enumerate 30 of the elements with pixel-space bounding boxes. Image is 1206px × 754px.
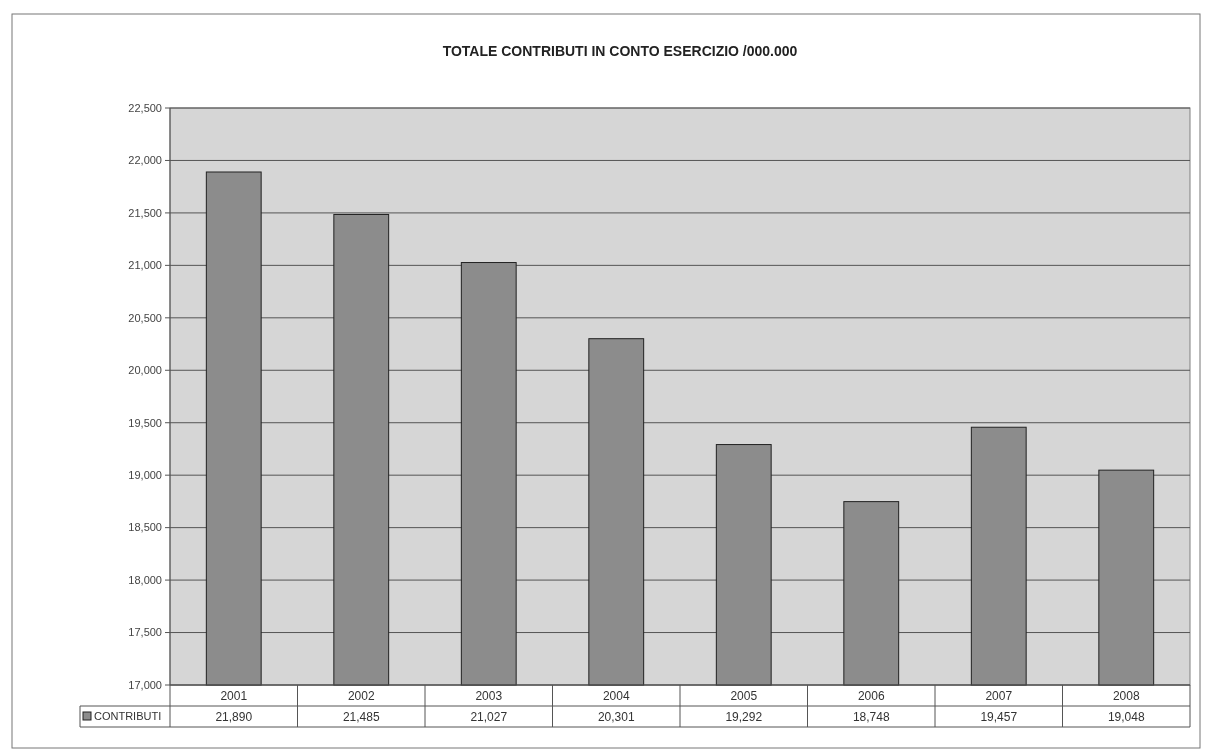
- x-tick-label: 2002: [347, 688, 375, 703]
- data-label: 21,027: [470, 709, 508, 724]
- y-tick-label: 22,000: [128, 154, 162, 167]
- y-tick-label: 17,000: [128, 678, 162, 691]
- y-tick-label: 20,000: [128, 364, 162, 377]
- chart-title: TOTALE CONTRIBUTI IN CONTO ESERCIZIO /000.000: [442, 43, 798, 59]
- legend-label: CONTRIBUTI: [94, 710, 162, 723]
- data-label: 21,890: [215, 709, 253, 724]
- data-label: 18,748: [852, 709, 890, 724]
- x-tick-label: 2008: [1112, 688, 1140, 703]
- y-tick-label: 19,500: [128, 416, 162, 429]
- y-tick-label: 21,500: [128, 206, 162, 219]
- x-tick-label: 2003: [475, 688, 503, 703]
- x-tick-label: 2007: [985, 688, 1013, 703]
- x-tick-label: 2005: [730, 688, 758, 703]
- y-tick-label: 20,500: [128, 311, 162, 324]
- data-label: 19,048: [1107, 709, 1145, 724]
- x-tick-label: 2006: [857, 688, 885, 703]
- data-label: 21,485: [342, 709, 380, 724]
- y-tick-label: 17,500: [128, 626, 162, 639]
- y-tick-label: 19,000: [128, 469, 162, 482]
- y-tick-label: 18,000: [128, 573, 162, 586]
- x-tick-label: 2001: [220, 688, 248, 703]
- data-label: 20,301: [597, 709, 635, 724]
- data-label: 19,292: [725, 709, 763, 724]
- data-label: 19,457: [980, 709, 1018, 724]
- y-tick-label: 21,000: [128, 259, 162, 272]
- x-tick-label: 2004: [602, 688, 630, 703]
- y-tick-label: 18,500: [128, 521, 162, 534]
- y-tick-label: 22,500: [128, 101, 162, 114]
